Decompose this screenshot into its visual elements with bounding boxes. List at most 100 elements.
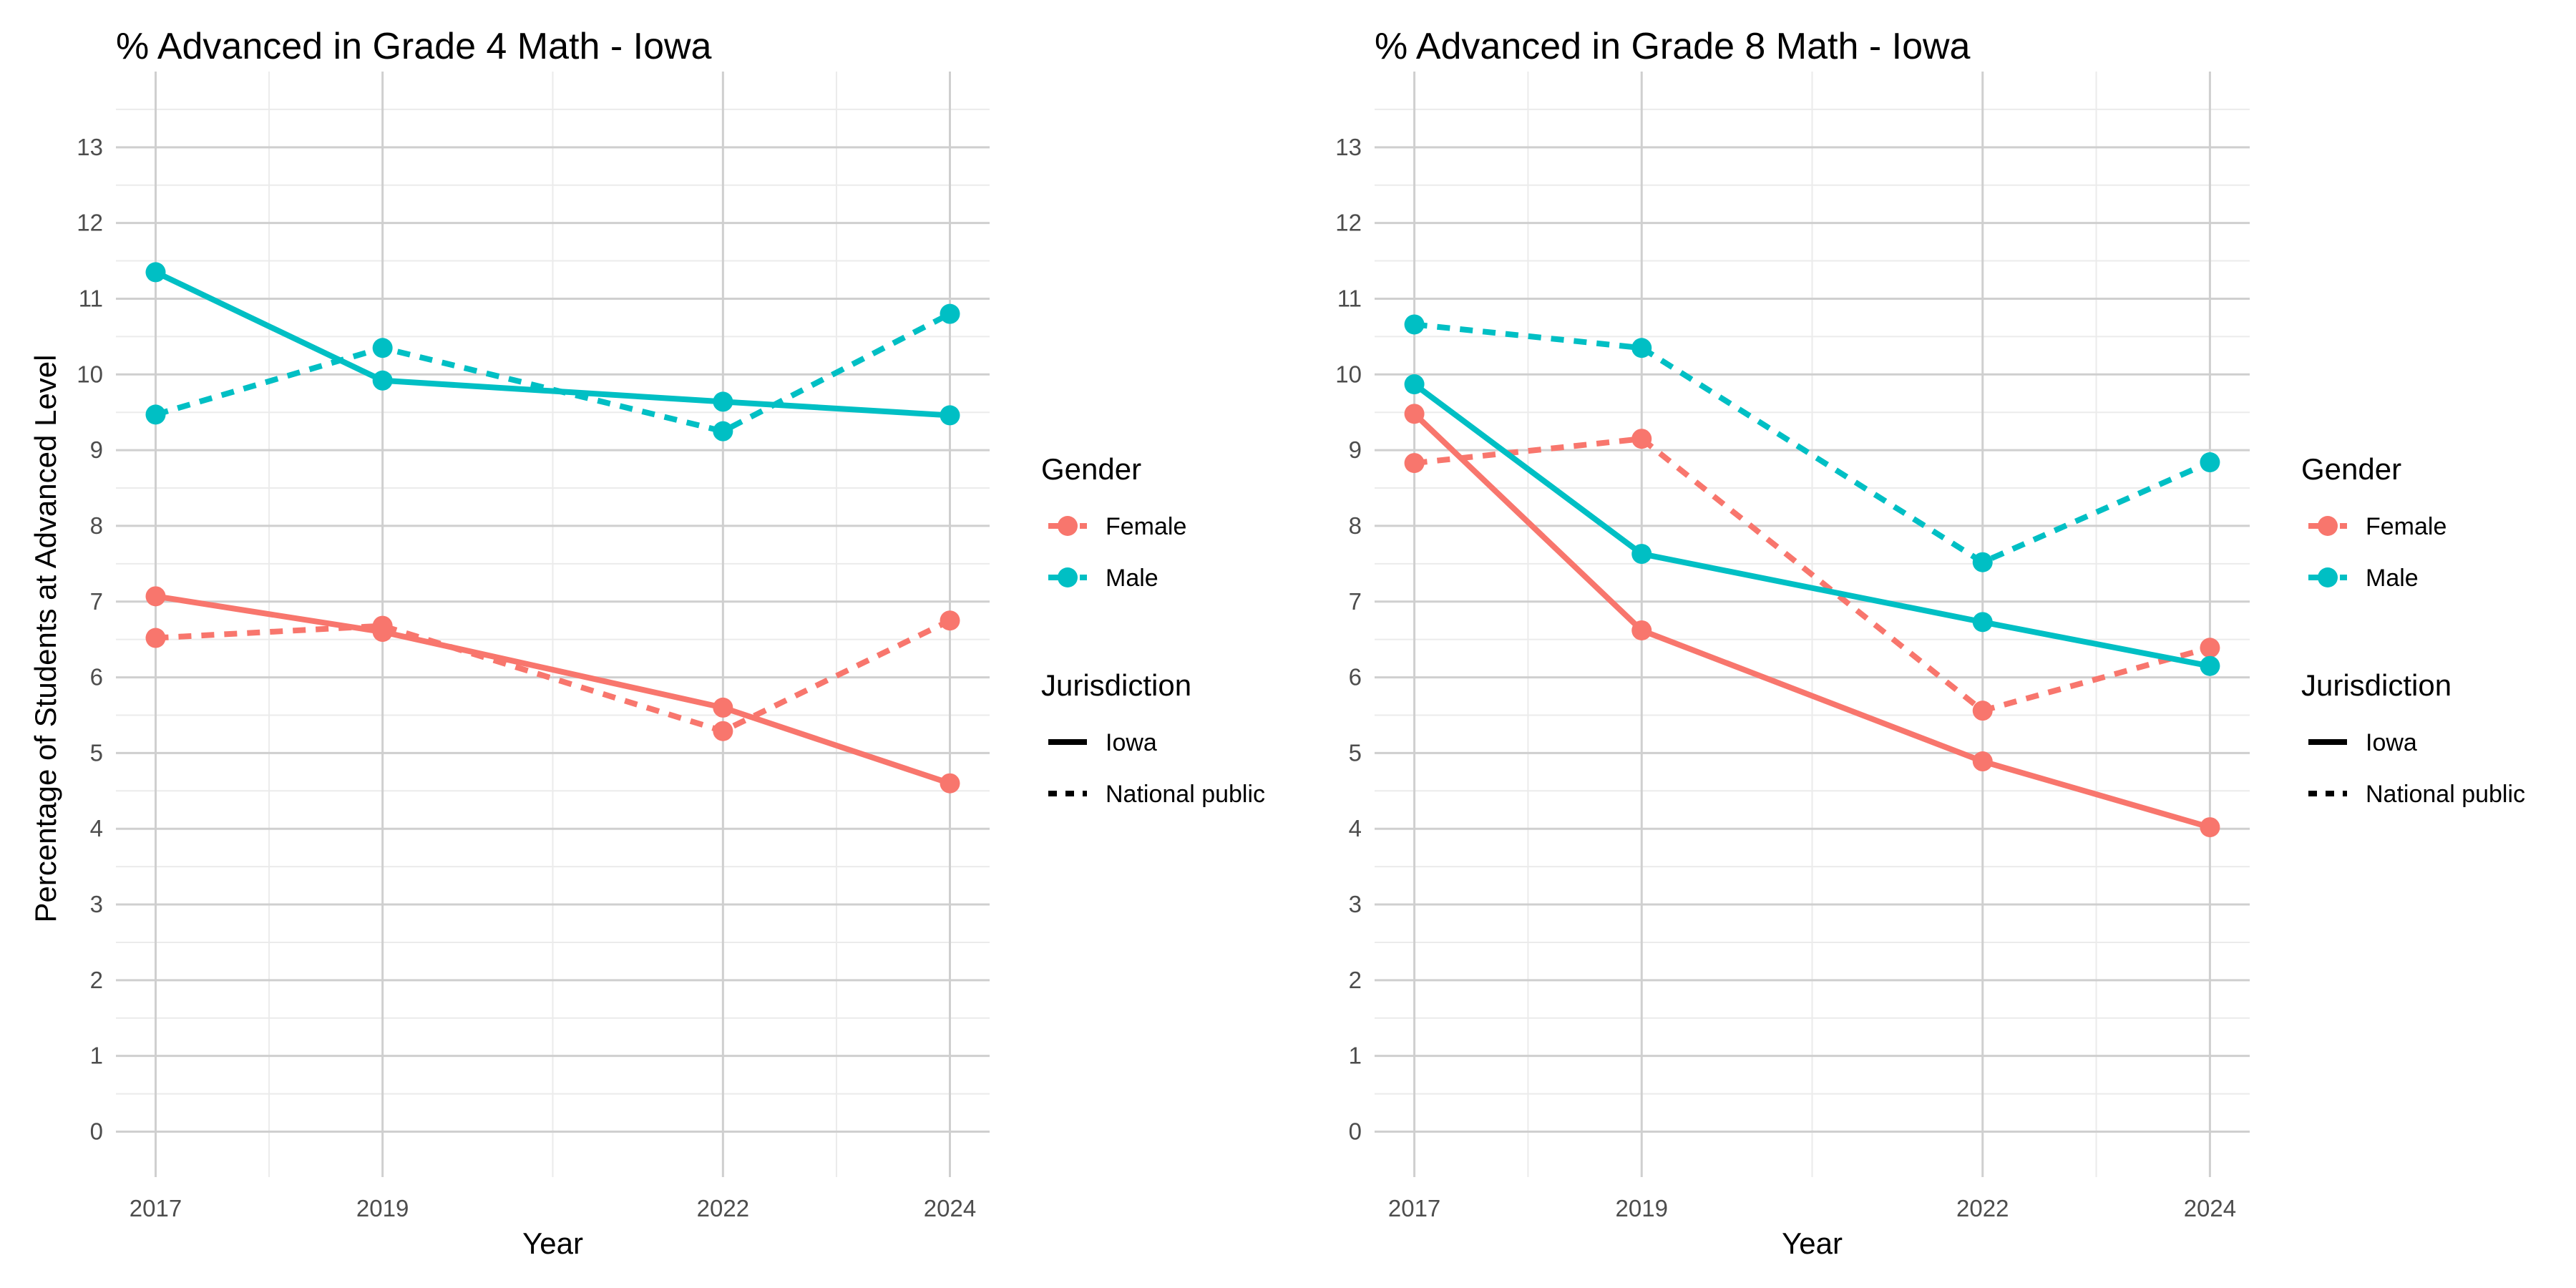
y-tick-label: 11 <box>1337 285 1362 311</box>
legend-label-iowa: Iowa <box>2366 729 2417 756</box>
data-point <box>1972 612 1993 633</box>
y-tick-label: 4 <box>1349 815 1362 841</box>
data-point <box>2200 817 2220 838</box>
y-tick-label: 8 <box>90 512 103 539</box>
chart-title: % Advanced in Grade 4 Math - Iowa <box>116 26 712 67</box>
legend-label-national-public: National public <box>2366 781 2525 808</box>
x-axis-title: Year <box>522 1226 583 1260</box>
y-tick-label: 0 <box>90 1118 103 1145</box>
y-tick-label: 13 <box>77 134 103 160</box>
data-point <box>1631 544 1652 565</box>
legend-title-gender: Gender <box>2301 452 2401 486</box>
data-point <box>1404 453 1425 474</box>
y-tick-label: 2 <box>90 967 103 993</box>
y-tick-label: 7 <box>90 588 103 615</box>
data-point <box>1972 751 1993 772</box>
data-point <box>940 405 960 426</box>
y-tick-label: 3 <box>1349 891 1362 917</box>
x-tick-label: 2017 <box>1388 1195 1440 1221</box>
legend-label-iowa: Iowa <box>1106 729 1157 756</box>
chart-title: % Advanced in Grade 8 Math - Iowa <box>1375 26 1971 67</box>
data-point <box>2200 452 2220 473</box>
data-point <box>1404 404 1425 424</box>
data-point <box>145 404 166 425</box>
y-tick-label: 1 <box>90 1043 103 1069</box>
y-tick-label: 9 <box>90 436 103 463</box>
x-tick-label: 2019 <box>1616 1195 1668 1221</box>
legend: Gender Female Male Jurisdiction Iowa National… <box>1041 452 1265 808</box>
data-point <box>372 370 393 391</box>
y-tick-label: 10 <box>77 361 103 387</box>
x-axis-title: Year <box>1782 1226 1843 1260</box>
series-line-female-national-public <box>1414 436 2211 714</box>
data-point <box>372 338 393 358</box>
data-point <box>713 721 733 741</box>
data-point <box>145 262 166 283</box>
y-tick-label: 1 <box>1349 1043 1362 1069</box>
data-point <box>145 628 166 648</box>
data-point <box>1631 620 1652 640</box>
data-point <box>1972 701 1993 721</box>
data-point <box>145 586 166 607</box>
data-point <box>1631 429 1652 449</box>
legend-key-point <box>2318 516 2338 536</box>
legend-label-female: Female <box>2366 513 2446 540</box>
y-tick-label: 5 <box>90 739 103 766</box>
y-tick-label: 11 <box>79 285 103 311</box>
y-tick-label: 9 <box>1349 436 1362 463</box>
data-point <box>2200 638 2220 658</box>
y-tick-label: 6 <box>1349 664 1362 691</box>
data-point <box>1972 552 1993 572</box>
x-tick-label: 2019 <box>356 1195 409 1221</box>
data-point <box>372 615 393 636</box>
chart-panel-2: % Advanced in Grade 8 Math - Iowa0123456… <box>1335 26 2525 1260</box>
legend-key-point <box>1058 567 1078 587</box>
y-tick-label: 4 <box>90 815 103 841</box>
series-line-female-iowa <box>155 593 951 786</box>
y-tick-label: 10 <box>1335 361 1362 387</box>
x-tick-label: 2017 <box>130 1195 182 1221</box>
legend-title-jurisdiction: Jurisdiction <box>1041 668 1191 702</box>
y-tick-label: 6 <box>90 664 103 691</box>
x-tick-label: 2024 <box>2184 1195 2236 1221</box>
data-point <box>940 610 960 631</box>
series-line-female-iowa <box>1412 411 2211 830</box>
data-point <box>713 421 733 441</box>
x-tick-label: 2024 <box>924 1195 976 1221</box>
legend-label-national-public: National public <box>1106 781 1265 808</box>
y-tick-label: 12 <box>77 210 103 236</box>
data-point <box>2200 655 2220 676</box>
data-point <box>1631 338 1652 358</box>
y-tick-label: 7 <box>1349 588 1362 615</box>
series-line-male-national-public <box>155 311 952 434</box>
data-point <box>1404 374 1425 395</box>
data-point <box>940 303 960 324</box>
y-tick-label: 3 <box>90 891 103 917</box>
y-axis-title: Percentage of Students at Advanced Level <box>29 355 62 923</box>
chart-panel-1: % Advanced in Grade 4 Math - Iowa0123456… <box>77 26 1265 1260</box>
data-point <box>713 697 733 718</box>
x-tick-label: 2022 <box>1956 1195 2009 1221</box>
y-tick-label: 0 <box>1349 1118 1362 1145</box>
legend-title-jurisdiction: Jurisdiction <box>2301 668 2451 702</box>
legend-key-point <box>2318 567 2338 587</box>
legend-title-gender: Gender <box>1041 452 1141 486</box>
y-tick-label: 8 <box>1349 512 1362 539</box>
series-line-male-iowa <box>1413 381 2211 669</box>
y-tick-label: 2 <box>1349 967 1362 993</box>
legend-label-male: Male <box>1106 565 1158 592</box>
data-point <box>940 773 960 794</box>
data-point <box>713 391 733 412</box>
legend-key-point <box>1058 516 1078 536</box>
y-tick-label: 12 <box>1335 210 1362 236</box>
y-tick-label: 13 <box>1335 134 1362 160</box>
series-line-male-iowa <box>154 269 950 419</box>
legend-label-male: Male <box>2366 565 2419 592</box>
data-point <box>1404 314 1425 335</box>
x-tick-label: 2022 <box>697 1195 749 1221</box>
legend-label-female: Female <box>1106 513 1186 540</box>
legend: Gender Female Male Jurisdiction Iowa National… <box>2301 452 2525 808</box>
y-tick-label: 5 <box>1349 739 1362 766</box>
